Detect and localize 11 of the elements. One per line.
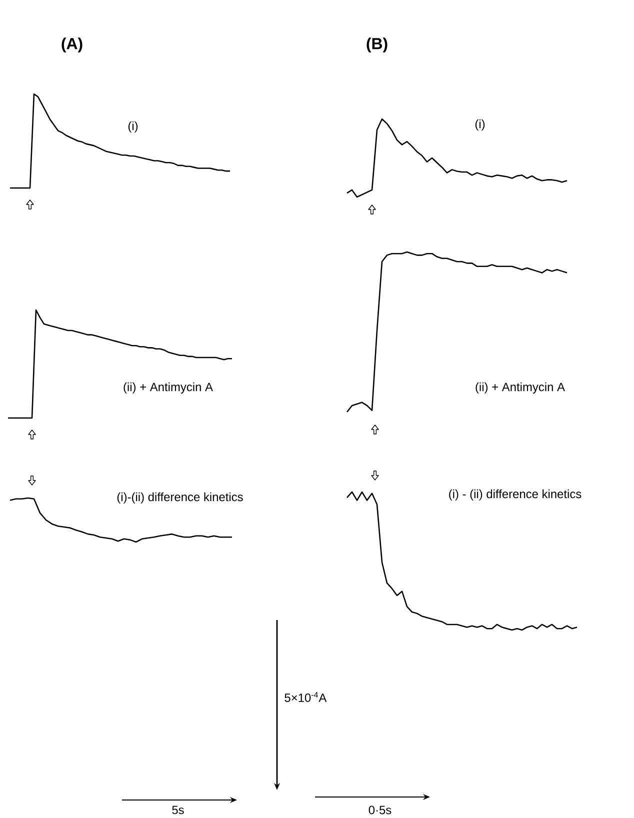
chart-title: (B) [366,38,388,52]
annotation: (i) - (ii) difference kinetics [449,489,582,501]
text: 5×10$^{-4}$A [284,692,327,702]
annotation: (ii) + Antimycin A [476,382,565,394]
text: 5s [172,806,184,814]
text: 0·5s [368,806,392,814]
annotation: (i)-(ii) difference kinetics [117,492,243,504]
annotation: (i) [128,121,138,133]
annotation: (ii) + Antimycin A [124,382,213,394]
chart-title: (A) [62,38,82,52]
annotation: (i) [475,119,485,131]
